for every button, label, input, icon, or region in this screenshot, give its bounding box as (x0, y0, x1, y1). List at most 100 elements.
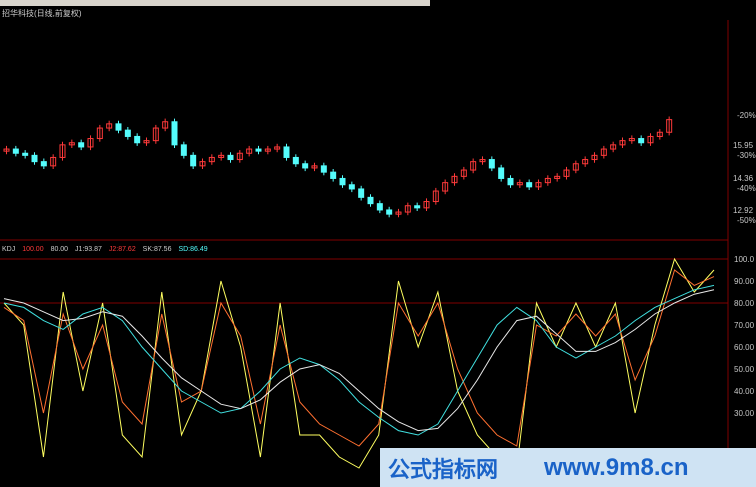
candle (470, 161, 477, 171)
candle (498, 167, 505, 179)
candle (460, 169, 467, 177)
series-SD (3, 289, 715, 432)
candle (600, 148, 607, 156)
series-J (3, 257, 715, 469)
indicator-legend: KDJ 100.00 80.00 J1:93.87 J2:87.62 SK:87… (2, 246, 213, 253)
candle (526, 182, 533, 188)
candle (180, 144, 187, 156)
candle (638, 138, 645, 144)
candle (255, 148, 262, 152)
series-SK (3, 284, 715, 436)
price-tick: 15.95 (733, 141, 754, 150)
kdj-tick: 80.00 (734, 299, 755, 308)
candle (68, 142, 75, 146)
candle (115, 123, 122, 131)
watermark-left: 公式指标网 (388, 456, 499, 482)
candle (619, 140, 626, 146)
candle (12, 148, 19, 154)
candle (87, 138, 94, 148)
chart-title: 招华科技(日线,前复权) (2, 9, 82, 18)
candle (190, 154, 197, 167)
kdj-tick: 70.00 (734, 321, 755, 330)
candle (348, 184, 355, 190)
candle (544, 177, 551, 184)
candle (563, 169, 570, 177)
candle (572, 163, 579, 171)
candle (162, 121, 169, 129)
candle (292, 156, 299, 165)
candle (40, 161, 47, 167)
candle (208, 156, 215, 163)
candle (199, 161, 206, 167)
series-K (3, 269, 715, 447)
candle (124, 129, 131, 137)
candle (647, 135, 654, 144)
candle (320, 165, 327, 173)
pct-tick: -20% (737, 111, 756, 120)
candle (236, 152, 243, 161)
candle (656, 131, 663, 137)
menu-bar[interactable] (0, 0, 430, 6)
candle (376, 203, 383, 211)
candle (339, 177, 346, 186)
candle (31, 154, 38, 163)
watermark-right: www.9m8.cn (544, 453, 689, 481)
candle (432, 190, 439, 203)
price-tick: 14.36 (733, 174, 754, 183)
candle (395, 211, 402, 215)
candle (554, 175, 561, 179)
legend-j2: J2:87.62 (108, 246, 136, 253)
kdj-tick: 40.00 (734, 387, 755, 396)
legend-p2: 80.00 (50, 246, 69, 253)
candle (50, 156, 57, 167)
candle (666, 119, 673, 133)
pct-tick: -50% (737, 216, 756, 225)
candle (610, 144, 617, 150)
candle (106, 123, 113, 129)
kdj-tick: 60.00 (734, 343, 755, 352)
candle (59, 144, 66, 158)
candle (3, 148, 10, 152)
candle (283, 146, 290, 158)
kdj-tick: 90.00 (734, 277, 755, 286)
candle (516, 182, 523, 186)
candle (171, 121, 178, 146)
candle (78, 142, 85, 148)
candle (414, 205, 421, 209)
candle (246, 148, 253, 154)
candle (582, 159, 589, 165)
price-tick: 12.92 (733, 206, 754, 215)
candle (488, 159, 495, 169)
candle (22, 152, 29, 156)
watermark: 公式指标网 www.9m8.cn (380, 448, 756, 487)
candle (367, 196, 374, 205)
kdj-tick: 30.00 (734, 409, 755, 418)
candle (134, 135, 141, 144)
candle (423, 201, 430, 209)
legend-j1: J1:93.87 (75, 246, 102, 253)
kdj-tick: 50.00 (734, 365, 755, 374)
kdj-tick: 100.0 (734, 255, 755, 264)
candle (264, 148, 271, 152)
candle (535, 182, 542, 188)
legend-p1: 100.00 (22, 246, 44, 253)
candle (274, 146, 281, 150)
pct-tick: -40% (737, 184, 756, 193)
candle (628, 138, 635, 142)
candle (152, 127, 159, 142)
candle (302, 163, 309, 169)
candle (442, 182, 449, 192)
candle (227, 154, 234, 161)
candle (451, 175, 458, 184)
candle (507, 177, 514, 186)
candle (143, 140, 150, 144)
candle (386, 209, 393, 215)
pct-tick: -30% (737, 151, 756, 160)
legend-sk: SK:87.56 (142, 246, 172, 253)
candle (358, 188, 365, 198)
legend-name: KDJ (2, 246, 16, 253)
candle (311, 165, 318, 169)
legend-sd: SD:86.49 (178, 246, 208, 253)
